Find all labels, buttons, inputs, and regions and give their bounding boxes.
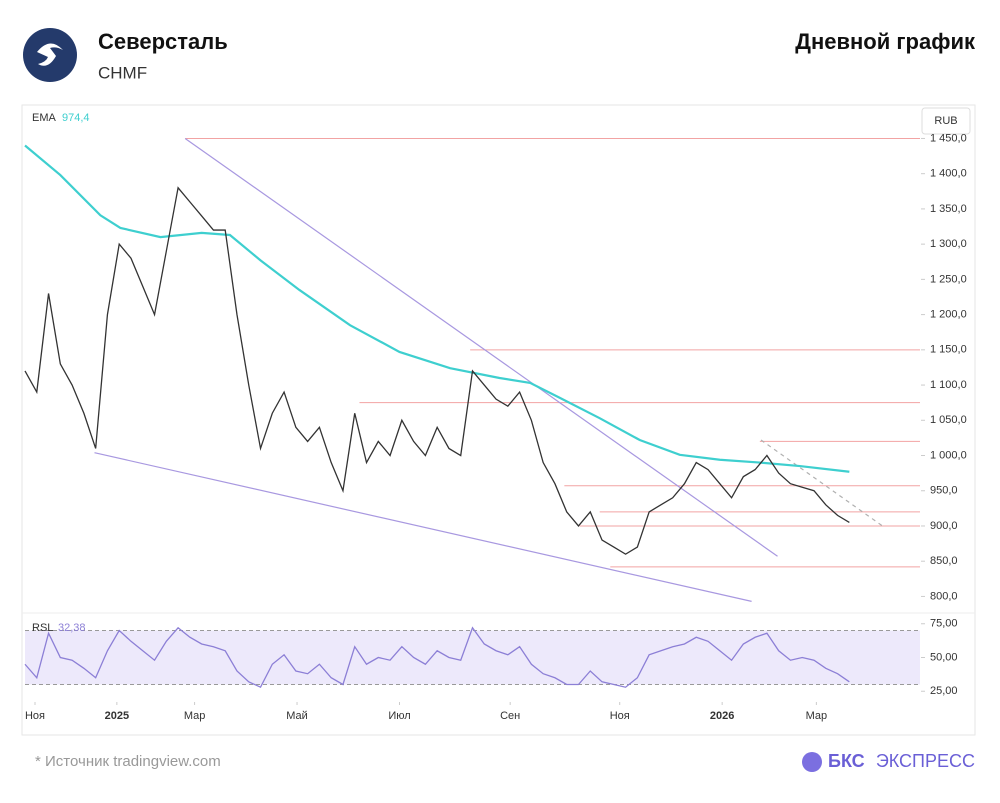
- y-tick-label: 1 200,0: [930, 309, 967, 321]
- x-tick-label: Мар: [806, 710, 828, 722]
- y-tick-label: 1 050,0: [930, 414, 967, 426]
- ema-name: EMA: [32, 112, 57, 124]
- price-line: [24, 186, 850, 555]
- y-tick-label: 950,0: [930, 485, 958, 497]
- currency-box: [921, 107, 971, 135]
- y-tick-label: 1 300,0: [930, 238, 967, 250]
- brand-bold: БКС: [828, 751, 865, 771]
- rsi-line: [24, 626, 850, 689]
- x-tick-label: Ноя: [610, 710, 630, 722]
- logo-mark: [37, 43, 63, 66]
- y-tick-label: 1 400,0: [930, 168, 967, 180]
- ticker: CHMF: [98, 63, 147, 82]
- x-tick-label: Мар: [184, 710, 206, 722]
- brand: ЭКСПРЕСС: [876, 751, 975, 771]
- rsi-tick-label: 25,00: [930, 685, 958, 697]
- rsi-band: [25, 630, 920, 685]
- x-tick-label: Сен: [500, 710, 520, 722]
- trendline: [184, 137, 778, 557]
- x-tick-label: Ноя: [25, 710, 45, 722]
- rsi-tick-label: 50,00: [930, 651, 958, 663]
- ema-last: 974,4: [62, 112, 90, 124]
- source: * Источник tradingview.com: [35, 753, 221, 770]
- x-tick-label: 2026: [710, 710, 734, 722]
- x-tick-label: Июл: [388, 710, 410, 722]
- x-tick-label: Май: [286, 710, 308, 722]
- x-tick-label: 2025: [105, 710, 129, 722]
- y-tick-label: 800,0: [930, 590, 958, 602]
- ema-line: [24, 144, 850, 473]
- y-tick-label: 1 350,0: [930, 203, 967, 215]
- y-tick-label: 1 150,0: [930, 344, 967, 356]
- trendline: [94, 452, 752, 602]
- y-tick-label: 1 100,0: [930, 379, 967, 391]
- company: Северсталь: [98, 29, 228, 54]
- y-tick-label: 1 450,0: [930, 132, 967, 144]
- y-tick-label: 1 250,0: [930, 273, 967, 285]
- rsi-last: 32,38: [58, 622, 86, 634]
- currency: RUB: [934, 115, 957, 127]
- brand-logo: [802, 752, 822, 772]
- chart-kind: Дневной график: [795, 29, 976, 54]
- y-tick-label: 1 000,0: [930, 449, 967, 461]
- y-tick-label: 900,0: [930, 520, 958, 532]
- rsi-tick-label: 75,00: [930, 618, 958, 630]
- trendline: [760, 439, 884, 528]
- rsi-name: RSL: [32, 622, 53, 634]
- y-tick-label: 850,0: [930, 555, 958, 567]
